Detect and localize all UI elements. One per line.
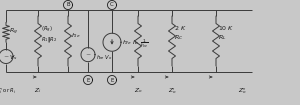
- Text: $Z_o''$: $Z_o''$: [238, 86, 246, 96]
- Text: $R_1\|R_2$: $R_1\|R_2$: [41, 35, 57, 45]
- Text: $h_{re}\ V_o$: $h_{re}\ V_o$: [96, 53, 113, 62]
- Text: ~: ~: [3, 54, 9, 59]
- Text: $2\ K$: $2\ K$: [174, 24, 187, 32]
- Text: $R_g$: $R_g$: [9, 27, 18, 37]
- Text: $Z_i$: $Z_i$: [34, 86, 42, 95]
- Text: $h_{ie}$: $h_{ie}$: [71, 32, 81, 40]
- Text: $Z_o$: $Z_o$: [134, 86, 142, 95]
- Text: B: B: [66, 3, 70, 7]
- Text: ~: ~: [85, 52, 91, 57]
- Text: $10\ K$: $10\ K$: [218, 24, 235, 32]
- Text: $h_{fe}\ I_b$: $h_{fe}\ I_b$: [122, 38, 139, 47]
- Text: C: C: [110, 3, 114, 7]
- Text: $(R_g)$: $(R_g)$: [41, 25, 53, 35]
- Text: $R_C$: $R_C$: [174, 34, 183, 42]
- Text: $\frac{1}{h_{oe}}$: $\frac{1}{h_{oe}}$: [140, 38, 148, 50]
- Text: E: E: [110, 77, 114, 83]
- Text: $Z_o'$: $Z_o'$: [168, 86, 176, 96]
- Text: $R_L$: $R_L$: [218, 34, 226, 42]
- Text: $V_s$: $V_s$: [9, 53, 17, 62]
- Text: $Z_i'$ or $R_i$: $Z_i'$ or $R_i$: [0, 86, 16, 96]
- Text: E: E: [86, 77, 90, 83]
